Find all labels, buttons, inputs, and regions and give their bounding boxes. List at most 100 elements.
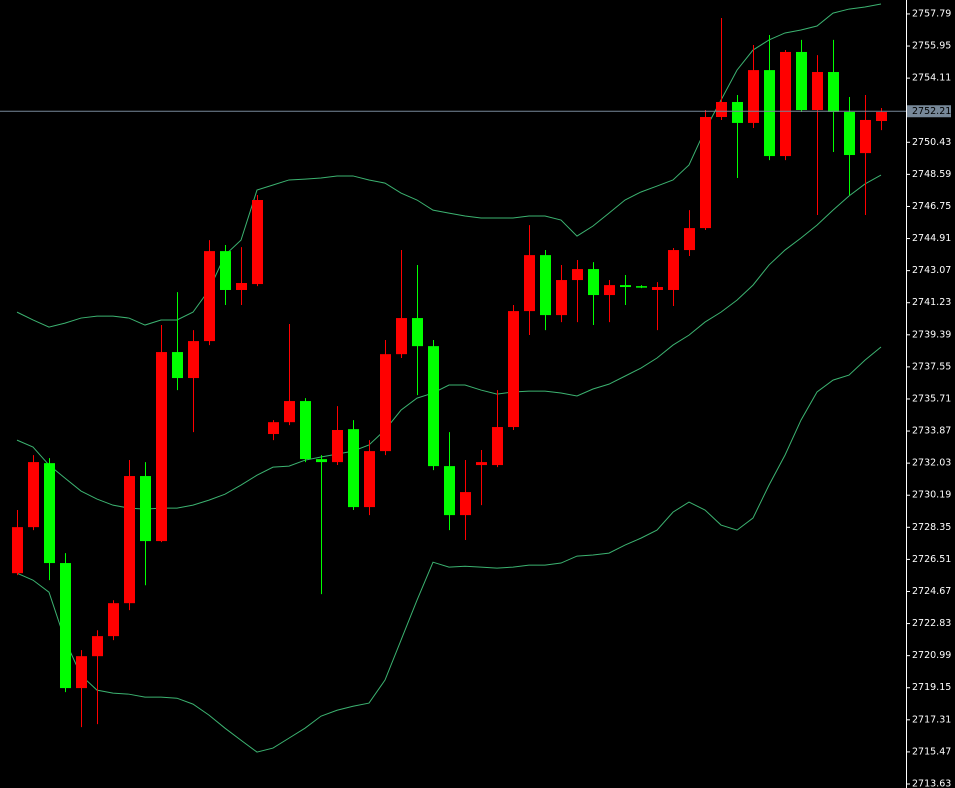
candle-body — [860, 119, 871, 154]
candle-body — [396, 318, 407, 355]
candle — [668, 247, 679, 307]
y-tick-label: 2715.47 — [912, 746, 951, 757]
y-tick-label: 2724.67 — [912, 586, 951, 597]
candle-body — [460, 492, 471, 516]
candle-body — [476, 462, 487, 466]
candle — [140, 462, 151, 586]
y-tick-label: 2728.35 — [912, 522, 951, 533]
candle-body — [828, 72, 839, 112]
candle-body — [652, 287, 663, 290]
candle-body — [844, 111, 855, 156]
y-tick-label: 2757.79 — [912, 8, 951, 19]
band-upper — [16, 3, 882, 328]
candle-body — [140, 476, 151, 542]
y-tick-label: 2735.71 — [912, 393, 951, 404]
candle-body — [524, 255, 535, 312]
candle-body — [668, 250, 679, 290]
candle — [540, 250, 551, 331]
candle — [412, 265, 423, 396]
candle — [492, 390, 503, 468]
y-tick-label: 2722.83 — [912, 618, 951, 629]
candle — [12, 510, 23, 576]
candle-body — [716, 102, 727, 118]
candle — [796, 39, 807, 112]
y-tick-label: 2739.39 — [912, 329, 951, 340]
y-tick-label: 2732.03 — [912, 458, 951, 469]
y-tick-label: 2719.15 — [912, 682, 951, 693]
candle — [828, 39, 839, 153]
candle — [780, 50, 791, 161]
candle — [428, 340, 439, 471]
candle — [220, 244, 231, 305]
candle-body — [764, 70, 775, 157]
y-tick-label: 2717.31 — [912, 714, 951, 725]
candle-body — [540, 255, 551, 316]
candle-body — [572, 269, 583, 281]
candle — [252, 194, 263, 287]
candle — [716, 17, 727, 120]
y-tick-label: 2737.55 — [912, 361, 951, 372]
candle — [396, 250, 407, 358]
candle — [348, 420, 359, 511]
candle — [92, 630, 103, 725]
candle — [508, 304, 519, 431]
candle — [588, 262, 599, 326]
candle-body — [28, 462, 39, 528]
candle — [684, 210, 695, 256]
candle-body — [60, 563, 71, 689]
price-label: 2752.21 — [912, 106, 951, 117]
candle-body — [188, 341, 199, 379]
candle-body — [428, 346, 439, 467]
candle-body — [620, 285, 631, 288]
candle-body — [44, 463, 55, 564]
candle — [60, 553, 71, 693]
candle — [332, 406, 343, 466]
candle-body — [268, 422, 279, 435]
candle — [236, 247, 247, 305]
candle-body — [732, 102, 743, 123]
candle-body — [412, 318, 423, 347]
candle-body — [76, 656, 87, 689]
candle-body — [876, 111, 887, 122]
band-lower — [16, 346, 882, 753]
candle-body — [748, 70, 759, 123]
y-tick-label: 2754.11 — [912, 73, 951, 84]
candle-body — [124, 476, 135, 604]
y-tick-label: 2744.91 — [912, 233, 951, 244]
candle — [188, 330, 199, 433]
candle-body — [348, 429, 359, 508]
candle — [156, 325, 167, 543]
candle — [460, 460, 471, 541]
candle-body — [220, 251, 231, 290]
candle-body — [332, 430, 343, 463]
candle — [268, 420, 279, 441]
candle — [76, 650, 87, 728]
candle — [524, 225, 535, 335]
price-label-box — [907, 105, 951, 118]
candle-body — [284, 401, 295, 423]
candle-body — [236, 283, 247, 290]
candle — [300, 398, 311, 463]
candle-body — [812, 72, 823, 111]
y-tick-label: 2730.19 — [912, 490, 951, 501]
y-tick-label: 2733.87 — [912, 426, 951, 437]
candle — [44, 458, 55, 581]
candle — [700, 110, 711, 231]
candle — [204, 240, 215, 346]
y-tick-label: 2713.63 — [912, 778, 951, 788]
candle-body — [492, 427, 503, 466]
candle-body — [780, 51, 791, 157]
candle — [604, 280, 615, 323]
candle-body — [252, 200, 263, 285]
y-tick-label: 2741.23 — [912, 297, 951, 308]
candle-body — [636, 286, 647, 288]
candle — [444, 432, 455, 531]
candle — [732, 95, 743, 179]
candle — [364, 440, 375, 516]
candle-body — [508, 311, 519, 428]
candle — [652, 282, 663, 331]
candle — [860, 95, 871, 216]
candle-body — [588, 269, 599, 296]
candle — [476, 450, 487, 506]
candle — [844, 96, 855, 195]
